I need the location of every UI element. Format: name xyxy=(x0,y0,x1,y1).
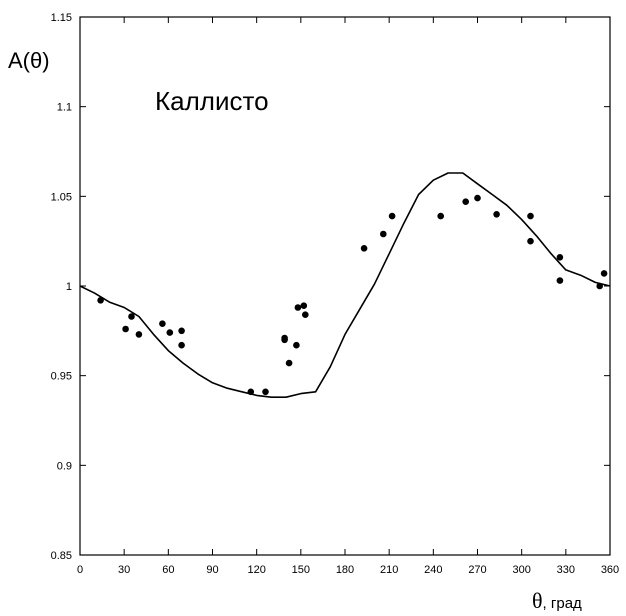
x-tick-label: 240 xyxy=(424,564,442,576)
data-point xyxy=(285,359,293,367)
data-point xyxy=(294,304,302,311)
y-tick-label: 1.15 xyxy=(51,12,72,24)
y-tick-label: 1 xyxy=(66,281,72,293)
data-point xyxy=(302,311,309,319)
data-point xyxy=(474,194,481,202)
data-point xyxy=(97,297,104,304)
y-tick-label: 0.9 xyxy=(57,460,72,472)
x-tick-label: 300 xyxy=(512,564,530,576)
y-tick-label: 1.05 xyxy=(51,191,72,203)
y-tick-label: 1.1 xyxy=(57,102,72,114)
data-point xyxy=(380,230,387,238)
data-point xyxy=(178,341,185,349)
data-point xyxy=(262,388,269,396)
data-point xyxy=(281,336,288,344)
x-tick-label: 210 xyxy=(380,564,398,576)
data-point xyxy=(135,331,143,338)
y-tick-label: 0.85 xyxy=(51,550,72,562)
data-point xyxy=(596,282,603,290)
data-point xyxy=(122,325,129,333)
data-point xyxy=(159,320,166,328)
data-point xyxy=(527,212,534,220)
x-tick-label: 270 xyxy=(468,564,486,576)
data-point xyxy=(166,329,174,336)
y-tick-label: 0.95 xyxy=(51,371,72,383)
x-tick-label: 90 xyxy=(206,564,218,576)
data-point xyxy=(360,245,368,252)
data-point xyxy=(600,270,608,277)
data-point xyxy=(527,237,534,245)
y-axis-title: A(θ) xyxy=(8,48,50,73)
x-tick-label: 150 xyxy=(292,564,310,576)
data-point xyxy=(437,212,445,220)
data-point xyxy=(462,198,470,205)
x-axis-unit: , град xyxy=(543,595,582,612)
x-axis-title: θ, град xyxy=(532,588,582,613)
x-tick-label: 120 xyxy=(247,564,265,576)
data-point xyxy=(300,302,308,310)
data-point xyxy=(556,253,564,261)
model-curve xyxy=(79,172,611,398)
x-axis-symbol: θ xyxy=(532,588,543,613)
x-tick-label: 60 xyxy=(162,564,174,576)
moon-name-label: Каллисто xyxy=(155,86,269,116)
data-point xyxy=(247,388,255,396)
data-point xyxy=(388,212,396,220)
x-tick-label: 180 xyxy=(336,564,354,576)
data-point xyxy=(128,313,135,320)
data-point xyxy=(178,327,185,335)
data-point xyxy=(556,277,564,284)
x-tick-label: 360 xyxy=(601,564,619,576)
x-tick-label: 30 xyxy=(118,564,130,576)
x-tick-label: 0 xyxy=(77,564,83,576)
x-tick-label: 330 xyxy=(557,564,575,576)
data-point xyxy=(493,211,500,218)
data-point xyxy=(293,341,300,349)
